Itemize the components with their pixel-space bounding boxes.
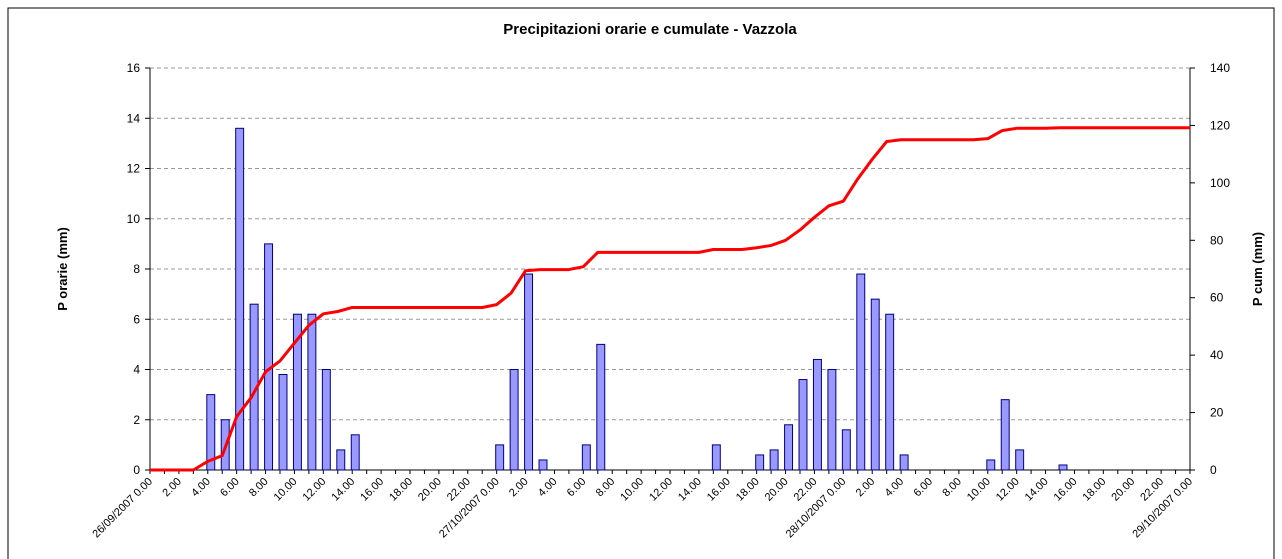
bar bbox=[812, 358, 822, 471]
chart-title: Precipitazioni orarie e cumulate - Vazzo… bbox=[503, 21, 797, 38]
y-tick-label: 2 bbox=[133, 413, 140, 427]
y-tick-label: 0 bbox=[133, 463, 140, 477]
bar bbox=[784, 424, 794, 471]
bar bbox=[841, 429, 851, 471]
bar bbox=[307, 313, 317, 471]
bar bbox=[986, 459, 996, 471]
bar bbox=[264, 243, 274, 471]
y2-tick-label: 40 bbox=[1210, 348, 1224, 362]
y2-tick-label: 0 bbox=[1210, 463, 1217, 477]
bar bbox=[235, 127, 245, 471]
bar bbox=[1000, 399, 1010, 471]
y-tick-label: 10 bbox=[127, 212, 141, 226]
cumulative-line bbox=[150, 126, 1190, 472]
y-tick-label: 12 bbox=[127, 162, 141, 176]
y-axis-label: P orarie (mm) bbox=[55, 227, 70, 311]
bar bbox=[278, 374, 288, 471]
bar bbox=[321, 369, 331, 471]
y2-tick-label: 80 bbox=[1210, 233, 1224, 247]
bar bbox=[581, 444, 591, 471]
bar bbox=[538, 459, 548, 471]
bar bbox=[524, 273, 534, 471]
bar bbox=[755, 454, 765, 471]
chart-border bbox=[7, 7, 1275, 559]
y2-tick-label: 100 bbox=[1210, 176, 1230, 190]
bar bbox=[1015, 449, 1025, 471]
bar bbox=[885, 313, 895, 471]
bar bbox=[292, 313, 302, 471]
bar bbox=[856, 273, 866, 471]
y2-tick-label: 120 bbox=[1210, 118, 1230, 132]
bar bbox=[1058, 464, 1068, 471]
bar bbox=[495, 444, 505, 471]
bar bbox=[509, 369, 519, 471]
bar bbox=[711, 444, 721, 471]
bar bbox=[596, 343, 606, 471]
y-tick-label: 16 bbox=[127, 61, 141, 75]
bar bbox=[350, 434, 360, 471]
bar bbox=[870, 298, 880, 471]
bar bbox=[769, 449, 779, 471]
bar bbox=[336, 449, 346, 471]
y-tick-label: 14 bbox=[127, 111, 141, 125]
y-tick-label: 4 bbox=[133, 363, 140, 377]
y2-tick-label: 60 bbox=[1210, 291, 1224, 305]
bar bbox=[899, 454, 909, 471]
y-tick-label: 8 bbox=[133, 262, 140, 276]
y2-tick-label: 20 bbox=[1210, 406, 1224, 420]
bar bbox=[827, 369, 837, 471]
y2-tick-label: 140 bbox=[1210, 61, 1230, 75]
bar bbox=[206, 394, 216, 471]
bar bbox=[798, 379, 808, 471]
y2-axis-label: P cum (mm) bbox=[1250, 232, 1265, 306]
y-tick-label: 6 bbox=[133, 312, 140, 326]
